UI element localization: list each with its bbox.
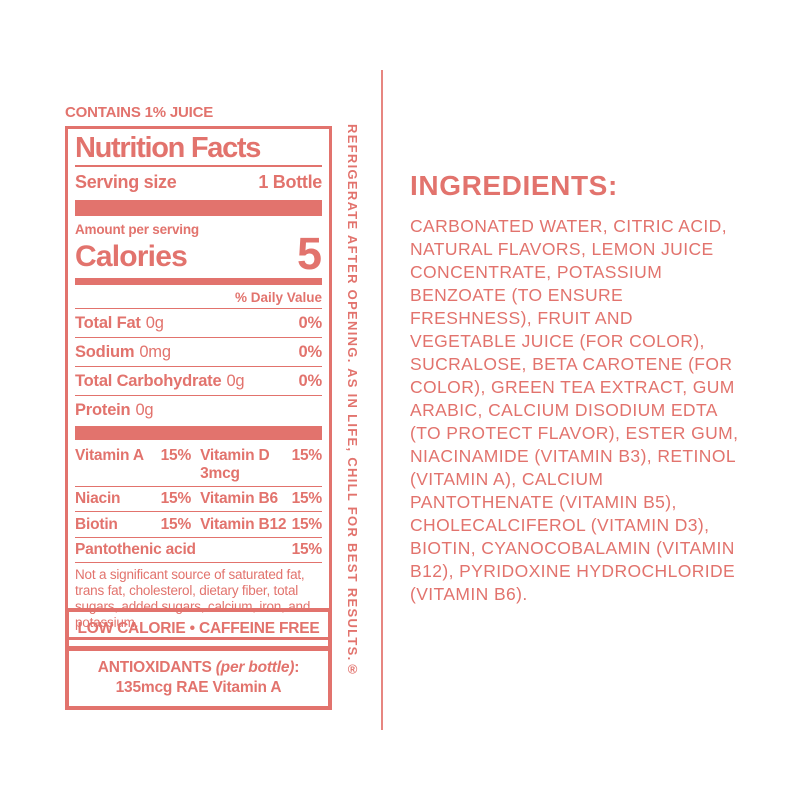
ingredients-section: INGREDIENTS: CARBONATED WATER, CITRIC AC…	[410, 170, 744, 606]
nutrient-row-total-fat: Total Fat 0g 0%	[75, 309, 323, 339]
vitamin-row-4: Pantothenic acid 15%	[75, 538, 322, 564]
refrigerate-vertical-text: REFRIGERATE AFTER OPENING. AS IN LIFE, C…	[345, 124, 360, 678]
antioxidants-value: 135mcg RAE Vitamin A	[115, 679, 282, 696]
vitamin-dv: 15%	[291, 541, 323, 559]
vitamin-dv: 15%	[160, 490, 192, 508]
contains-juice-text: CONTAINS 1% JUICE	[65, 104, 214, 121]
vitamin-row-2: Niacin 15% Vitamin B6 15%	[75, 487, 322, 513]
nutrition-facts-section: CONTAINS 1% JUICE Nutrition Facts Servin…	[65, 104, 332, 641]
vitamin-dv: 15%	[291, 446, 323, 464]
antioxidants-text: ANTIOXIDANTS (per bottle): 135mcg RAE Vi…	[69, 651, 328, 706]
vitamin-name: Vitamin D 3mcg	[200, 446, 270, 482]
serving-size-value: 1 Bottle	[258, 171, 322, 192]
vitamin-dv: 15%	[291, 490, 323, 508]
nutrient-amount: 0g	[135, 401, 154, 420]
vitamin-name: Biotin	[75, 515, 118, 533]
thick-divider-bar	[75, 199, 322, 216]
antioxidants-label: ANTIOXIDANTS	[97, 659, 216, 676]
antioxidants-colon: :	[294, 659, 300, 676]
amount-per-serving-label: Amount per serving	[75, 221, 199, 237]
claims-box: LOW CALORIE • CAFFEINE FREE ANTIOXIDANTS…	[65, 608, 332, 710]
daily-value-header: % Daily Value	[75, 285, 322, 310]
per-bottle-italic: (per bottle)	[215, 659, 295, 676]
vitamin-dv: 15%	[291, 515, 323, 533]
serving-size-label: Serving size	[75, 171, 177, 192]
calories-row: Calories 5	[75, 227, 322, 279]
ingredients-list-text: CARBONATED WATER, CITRIC ACID, NATURAL F…	[410, 216, 739, 604]
vertical-divider-line	[381, 70, 383, 730]
nutrition-facts-title: Nutrition Facts	[75, 132, 261, 164]
vitamin-row-3: Biotin 15% Vitamin B12 15%	[75, 512, 322, 538]
claims-divider-bar	[69, 646, 328, 651]
nutrient-dv: 0%	[298, 314, 323, 333]
nutrient-name: Total Fat	[75, 314, 141, 333]
ingredients-heading: INGREDIENTS:	[410, 170, 618, 201]
medium-divider-bar	[75, 278, 322, 286]
nutrient-row-sodium: Sodium 0mg 0%	[75, 338, 323, 368]
thick-divider-bar-2	[75, 426, 322, 441]
nutrient-name: Protein	[75, 401, 131, 420]
nutrition-facts-box: Nutrition Facts Serving size 1 Bottle Am…	[65, 126, 332, 641]
nutrient-amount: 0g	[145, 314, 164, 333]
nutrient-dv: 0%	[298, 372, 323, 391]
vitamin-dv: 15%	[160, 446, 192, 464]
calories-value: 5	[296, 227, 322, 279]
nutrient-row-total-carbohydrate: Total Carbohydrate 0g 0%	[75, 367, 323, 397]
nutrient-name: Sodium	[75, 343, 135, 362]
nutrient-amount: 0g	[226, 372, 245, 391]
vitamin-name: Vitamin B6	[200, 490, 278, 508]
nutrient-row-protein: Protein 0g	[75, 396, 322, 424]
title-rule	[75, 165, 322, 167]
vitamin-name: Pantothenic acid	[75, 541, 196, 559]
calories-label: Calories	[75, 240, 188, 274]
nutrient-name: Total Carbohydrate	[75, 372, 222, 391]
vitamin-dv: 15%	[160, 515, 192, 533]
nutrient-dv: 0%	[298, 343, 323, 362]
low-calorie-caffeine-free-text: LOW CALORIE • CAFFEINE FREE	[77, 620, 320, 637]
nutrient-amount: 0mg	[139, 343, 171, 362]
vitamin-name: Vitamin A	[75, 446, 144, 464]
serving-size-row: Serving size 1 Bottle	[75, 167, 322, 200]
vitamin-name: Niacin	[75, 490, 121, 508]
vitamin-name: Vitamin B12	[200, 515, 287, 533]
vitamin-row-1: Vitamin A 15% Vitamin D 3mcg 15%	[75, 443, 322, 487]
